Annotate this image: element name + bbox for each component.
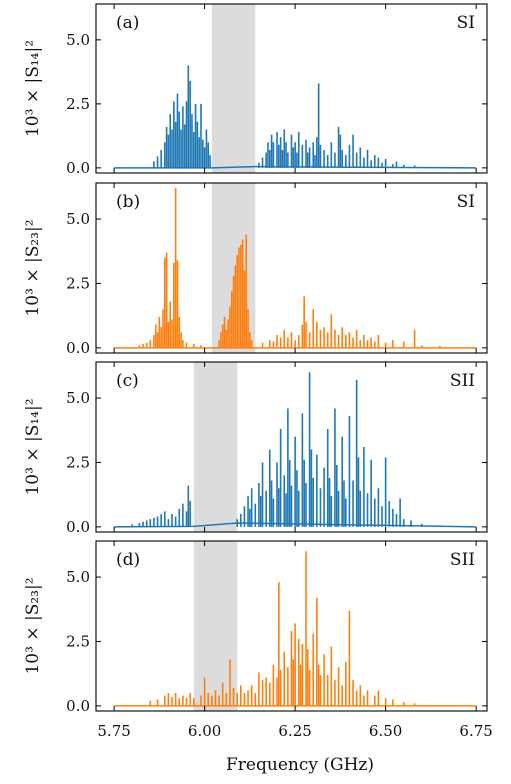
y-tick-label: 0.0 bbox=[66, 339, 90, 357]
y-tick-label: 5.0 bbox=[66, 31, 90, 49]
panel-b: 0.0 2.5 5.0 (b) SI 10³ × |S₂₃|² bbox=[23, 182, 488, 357]
plot-frame bbox=[95, 540, 488, 712]
x-tick-label: 6.75 bbox=[459, 722, 492, 740]
plot-frame bbox=[95, 3, 488, 174]
shaded-band bbox=[193, 362, 238, 532]
y-axis-label: 10³ × |S₂₃|² bbox=[23, 219, 43, 316]
y-tick-label: 2.5 bbox=[66, 632, 90, 650]
x-tick-label: 6.50 bbox=[369, 722, 402, 740]
sample-tag: SI bbox=[457, 192, 475, 212]
panel-label: (b) bbox=[116, 192, 140, 212]
plot-frame bbox=[95, 361, 488, 533]
panel-label: (d) bbox=[116, 550, 140, 570]
panel-d: 0.0 2.5 5.0 (d) SII 10³ × |S₂₃|² bbox=[23, 540, 488, 715]
y-tick-label: 5.0 bbox=[66, 210, 90, 228]
panel-a: 0.0 2.5 5.0 (a) SI 10³ × |S₁₄|² bbox=[23, 3, 488, 177]
x-axis-label: Frequency (GHz) bbox=[226, 755, 374, 775]
sample-tag: SI bbox=[457, 13, 475, 33]
y-tick-label: 0.0 bbox=[66, 697, 90, 715]
shaded-band bbox=[211, 4, 256, 173]
y-tick-label: 5.0 bbox=[66, 568, 90, 586]
y-axis-label: 10³ × |S₁₄|² bbox=[23, 398, 43, 495]
sample-tag: SII bbox=[450, 550, 475, 570]
y-tick-label: 2.5 bbox=[66, 274, 90, 292]
y-tick-label: 2.5 bbox=[66, 95, 90, 113]
y-tick-label: 5.0 bbox=[66, 389, 90, 407]
panel-label: (a) bbox=[116, 13, 139, 33]
panel-c: 0.0 2.5 5.0 (c) SII 10³ × |S₁₄|² bbox=[23, 361, 488, 536]
y-tick-label: 0.0 bbox=[66, 159, 90, 177]
plot-frame bbox=[95, 182, 488, 354]
y-tick-label: 0.0 bbox=[66, 518, 90, 536]
x-tick-label: 6.00 bbox=[188, 722, 221, 740]
spectrum-baseline bbox=[114, 165, 477, 169]
x-tick-label: 5.75 bbox=[97, 722, 130, 740]
panel-label: (c) bbox=[116, 371, 139, 391]
y-axis-label: 10³ × |S₁₄|² bbox=[23, 40, 43, 137]
y-axis-label: 10³ × |S₂₃|² bbox=[23, 577, 43, 674]
y-tick-label: 2.5 bbox=[66, 453, 90, 471]
x-tick-label: 6.25 bbox=[278, 722, 311, 740]
sample-tag: SII bbox=[450, 371, 475, 391]
